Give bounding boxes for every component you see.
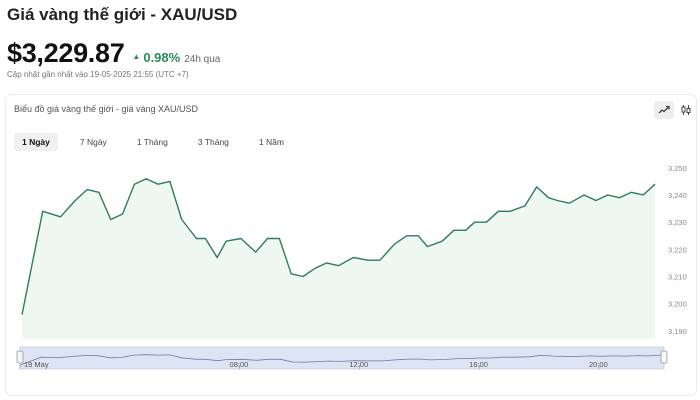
range-tabs: 1 Ngày 7 Ngày 1 Tháng 3 Tháng 1 Năm [14,133,306,151]
tab-1-year[interactable]: 1 Năm [258,137,284,147]
navigator-line [19,354,662,366]
line-chart-icon [658,105,670,114]
chart-card: Biểu đồ giá vàng thế giới - giá vàng XAU… [5,94,697,396]
navigator-handle-right[interactable] [660,350,668,364]
nav-label-4: 20:00 [589,360,608,369]
y-tick-3200: 3,200 [668,300,687,309]
navigator-window [19,346,665,370]
y-tick-3210: 3,210 [668,273,687,282]
y-tick-3250: 3,250 [668,164,687,173]
price-area [22,178,655,339]
tab-1-month[interactable]: 1 Tháng [136,137,168,147]
change-period: 24h qua [184,54,221,65]
y-tick-3240: 3,240 [668,191,687,200]
current-price: $3,229.87 [7,38,125,68]
nav-label-3: 16:00 [469,360,488,369]
price-row: $3,229.87 ▲ 0.98% 24h qua [7,38,220,69]
nav-label-2: 12:00 [349,360,368,369]
line-chart-toggle[interactable] [654,101,674,119]
chart-title: Biểu đồ giá vàng thế giới - giá vàng XAU… [14,104,199,114]
page-title: Giá vàng thế giới - XAU/USD [7,5,238,24]
candlestick-toggle[interactable] [676,101,696,119]
nav-label-1: 08:00 [230,360,249,369]
tab-3-months[interactable]: 3 Tháng [197,137,229,147]
change-percent: 0.98% [143,50,181,65]
price-line [21,177,656,315]
tab-7-days[interactable]: 7 Ngày [79,137,107,147]
nav-label-0: 19 May [24,360,49,369]
navigator-handle-left[interactable] [16,350,24,364]
y-tick-3220: 3,220 [668,245,687,254]
candlestick-icon [681,105,691,115]
tab-1-day[interactable]: 1 Ngày [14,133,58,151]
up-arrow-icon: ▲ [132,52,141,61]
last-updated: Cập nhật gần nhất vào 19-05-2025 21:55 (… [7,70,189,79]
price-chart[interactable]: 3,190 3,200 3,210 3,220 3,230 3,240 3,250 19 Ma… [6,95,698,397]
y-tick-3230: 3,230 [668,218,687,227]
y-tick-3190: 3,190 [668,327,687,336]
